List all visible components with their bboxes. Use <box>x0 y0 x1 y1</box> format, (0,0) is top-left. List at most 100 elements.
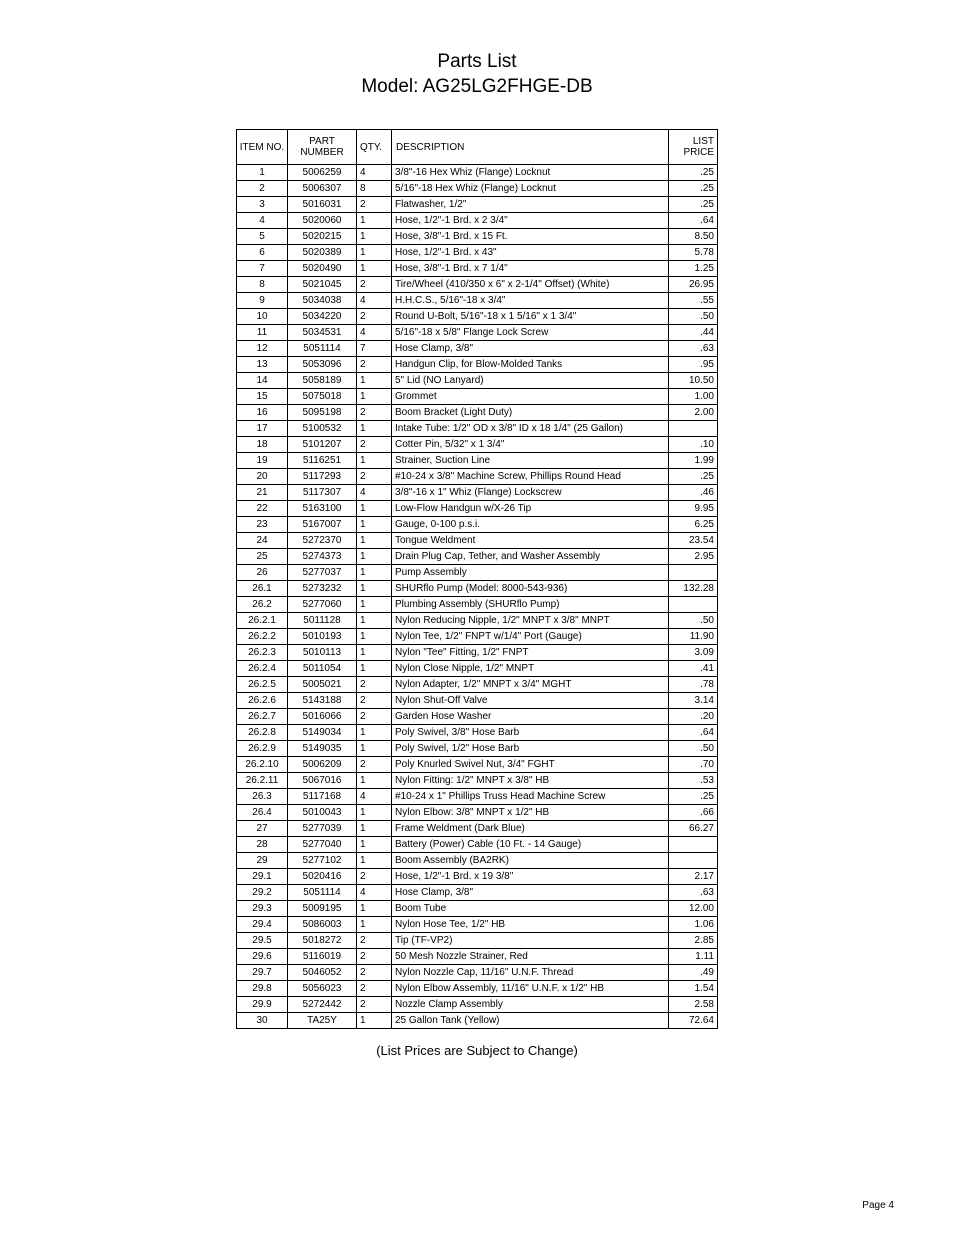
cell-qty: 1 <box>357 229 392 245</box>
cell-qty: 1 <box>357 549 392 565</box>
cell-part-number: 5034220 <box>288 309 357 325</box>
table-row: 850210452Tire/Wheel (410/350 x 6" x 2-1/… <box>237 277 718 293</box>
table-row: 2500630785/16"-18 Hex Whiz (Flange) Lock… <box>237 181 718 197</box>
cell-description: #10-24 x 3/8" Machine Screw, Phillips Ro… <box>392 469 669 485</box>
table-row: 2251631001Low-Flow Handgun w/X-26 Tip9.9… <box>237 501 718 517</box>
cell-description: Hose, 1/2"-1 Brd. x 19 3/8" <box>392 869 669 885</box>
table-header-row: ITEM NO. PART NUMBER QTY. DESCRIPTION LI… <box>237 130 718 165</box>
cell-part-number: 5117307 <box>288 485 357 501</box>
header-list-price: LIST PRICE <box>669 130 718 165</box>
cell-qty: 1 <box>357 533 392 549</box>
cell-qty: 1 <box>357 245 392 261</box>
table-row: 29.450860031Nylon Hose Tee, 1/2" HB1.06 <box>237 917 718 933</box>
cell-part-number: 5020215 <box>288 229 357 245</box>
cell-description: Hose Clamp, 3/8" <box>392 885 669 901</box>
cell-part-number: 5277060 <box>288 597 357 613</box>
cell-qty: 2 <box>357 933 392 949</box>
cell-item-no: 29.6 <box>237 949 288 965</box>
cell-part-number: 5010193 <box>288 629 357 645</box>
cell-part-number: 5117168 <box>288 789 357 805</box>
cell-description: Pump Assembly <box>392 565 669 581</box>
table-row: 1751005321Intake Tube: 1/2" OD x 3/8" ID… <box>237 421 718 437</box>
cell-item-no: 27 <box>237 821 288 837</box>
cell-part-number: 5006307 <box>288 181 357 197</box>
cell-item-no: 26.2.5 <box>237 677 288 693</box>
table-row: 1650951982Boom Bracket (Light Duty)2.00 <box>237 405 718 421</box>
table-row: 14505818915" Lid (NO Lanyard)10.50 <box>237 373 718 389</box>
table-row: 26.2.550050212Nylon Adapter, 1/2" MNPT x… <box>237 677 718 693</box>
cell-part-number: 5075018 <box>288 389 357 405</box>
cell-list-price <box>669 597 718 613</box>
cell-list-price: .95 <box>669 357 718 373</box>
table-row: 29.952724422Nozzle Clamp Assembly2.58 <box>237 997 718 1013</box>
table-row: 26.351171684#10-24 x 1" Phillips Truss H… <box>237 789 718 805</box>
cell-qty: 2 <box>357 709 392 725</box>
cell-description: Nozzle Clamp Assembly <box>392 997 669 1013</box>
cell-list-price: .70 <box>669 757 718 773</box>
cell-description: Cotter Pin, 5/32" x 1 3/4" <box>392 437 669 453</box>
cell-description: Gauge, 0-100 p.s.i. <box>392 517 669 533</box>
cell-description: Battery (Power) Cable (10 Ft. - 14 Gauge… <box>392 837 669 853</box>
cell-list-price: .63 <box>669 885 718 901</box>
cell-description: Poly Swivel, 3/8" Hose Barb <box>392 725 669 741</box>
cell-part-number: 5011054 <box>288 661 357 677</box>
table-row: 26.2.750160662Garden Hose Washer.20 <box>237 709 718 725</box>
cell-item-no: 1 <box>237 165 288 181</box>
cell-part-number: 5116251 <box>288 453 357 469</box>
cell-item-no: 26.2.6 <box>237 693 288 709</box>
cell-list-price: 132.28 <box>669 581 718 597</box>
table-row: 2752770391Frame Weldment (Dark Blue)66.2… <box>237 821 718 837</box>
cell-item-no: 26.3 <box>237 789 288 805</box>
table-row: 29.250511144Hose Clamp, 3/8".63 <box>237 885 718 901</box>
cell-item-no: 29.9 <box>237 997 288 1013</box>
title-line1: Parts List <box>437 51 516 72</box>
table-body: 1500625943/8"-16 Hex Whiz (Flange) Lockn… <box>237 165 718 1029</box>
cell-part-number: 5167007 <box>288 517 357 533</box>
header-item-no: ITEM NO. <box>237 130 288 165</box>
cell-item-no: 26.2.1 <box>237 613 288 629</box>
cell-qty: 7 <box>357 341 392 357</box>
cell-qty: 1 <box>357 373 392 389</box>
header-part-number: PART NUMBER <box>288 130 357 165</box>
cell-part-number: 5020416 <box>288 869 357 885</box>
cell-part-number: 5051114 <box>288 885 357 901</box>
cell-qty: 2 <box>357 197 392 213</box>
parts-table-container: ITEM NO. PART NUMBER QTY. DESCRIPTION LI… <box>236 129 718 1029</box>
cell-list-price: .46 <box>669 485 718 501</box>
cell-qty: 2 <box>357 277 392 293</box>
cell-qty: 2 <box>357 309 392 325</box>
table-row: 26.2.1050062092Poly Knurled Swivel Nut, … <box>237 757 718 773</box>
cell-qty: 4 <box>357 165 392 181</box>
page-title: Parts List Model: AG25LG2FHGE-DB <box>60 50 894 99</box>
cell-description: Garden Hose Washer <box>392 709 669 725</box>
cell-list-price: .55 <box>669 293 718 309</box>
cell-list-price: 72.64 <box>669 1013 718 1029</box>
cell-qty: 1 <box>357 853 392 869</box>
cell-qty: 2 <box>357 949 392 965</box>
cell-part-number: 5277102 <box>288 853 357 869</box>
table-row: 29.850560232Nylon Elbow Assembly, 11/16"… <box>237 981 718 997</box>
cell-part-number: 5016066 <box>288 709 357 725</box>
cell-list-price: .25 <box>669 197 718 213</box>
cell-item-no: 4 <box>237 213 288 229</box>
cell-part-number: 5020389 <box>288 245 357 261</box>
cell-list-price: 66.27 <box>669 821 718 837</box>
table-row: 26.2.250101931Nylon Tee, 1/2" FNPT w/1/4… <box>237 629 718 645</box>
cell-item-no: 23 <box>237 517 288 533</box>
cell-part-number: 5095198 <box>288 405 357 421</box>
cell-part-number: 5020490 <box>288 261 357 277</box>
cell-part-number: 5067016 <box>288 773 357 789</box>
cell-description: Poly Swivel, 1/2" Hose Barb <box>392 741 669 757</box>
cell-item-no: 24 <box>237 533 288 549</box>
cell-description: 3/8"-16 x 1" Whiz (Flange) Lockscrew <box>392 485 669 501</box>
cell-description: Handgun Clip, for Blow-Molded Tanks <box>392 357 669 373</box>
cell-qty: 4 <box>357 325 392 341</box>
cell-list-price: .25 <box>669 469 718 485</box>
table-row: 2952771021Boom Assembly (BA2RK) <box>237 853 718 869</box>
cell-part-number: 5006259 <box>288 165 357 181</box>
table-row: 26.2.1150670161Nylon Fitting: 1/2" MNPT … <box>237 773 718 789</box>
cell-part-number: 5056023 <box>288 981 357 997</box>
cell-list-price: 10.50 <box>669 373 718 389</box>
cell-item-no: 29.1 <box>237 869 288 885</box>
cell-list-price: 1.11 <box>669 949 718 965</box>
